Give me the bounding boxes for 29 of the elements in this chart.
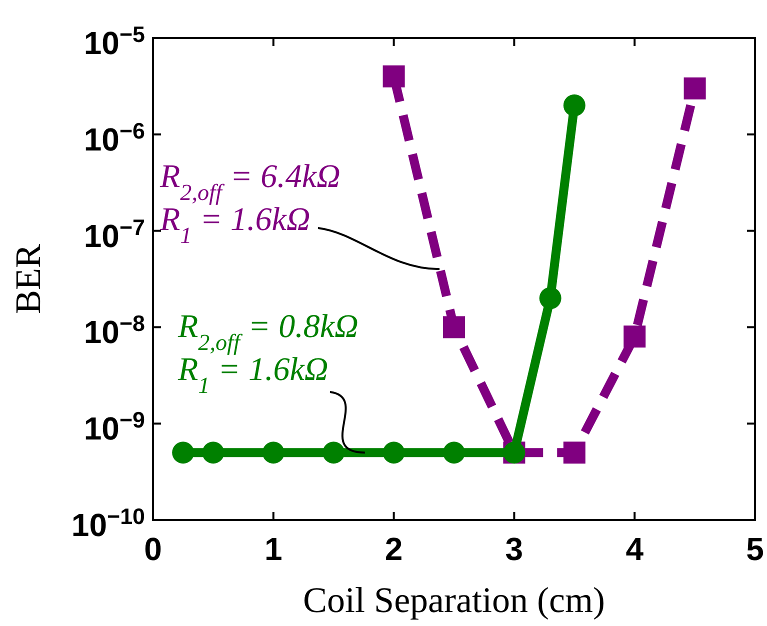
point <box>322 442 345 464</box>
point <box>382 65 405 88</box>
point <box>443 316 465 338</box>
point <box>443 442 465 464</box>
y-tick-label: 10$^{−5}$ <box>84 22 145 61</box>
point <box>539 287 562 310</box>
point <box>262 442 284 464</box>
x-axis-title: Coil Separation (cm) <box>303 580 605 620</box>
point <box>684 77 706 100</box>
point <box>563 442 586 464</box>
y-axis-title: BER <box>8 244 48 314</box>
y-tick-label: 10$^{−10}$ <box>71 504 145 543</box>
x-tick-label: 5 <box>746 531 764 567</box>
x-tick-label: 2 <box>384 531 403 567</box>
y-tick-label: 10$^{−7}$ <box>84 214 145 254</box>
x-tick-label: 4 <box>626 531 644 567</box>
annotation: R$_{2,off}$ = 6.4kΩ <box>159 159 340 205</box>
point <box>563 94 586 116</box>
point <box>172 442 194 464</box>
y-tick-label: 10$^{−8}$ <box>84 310 145 350</box>
x-tick-label: 0 <box>144 531 162 567</box>
annotation: R$_{2,off}$ = 0.8kΩ <box>177 309 358 355</box>
point <box>624 326 646 348</box>
y-tick-label: 10$^{−9}$ <box>84 407 145 447</box>
y-tick-label: 10$^{−6}$ <box>84 118 145 158</box>
x-tick-label: 1 <box>264 531 282 567</box>
x-tick-label: 3 <box>505 531 524 567</box>
point <box>382 442 405 464</box>
point <box>202 442 224 464</box>
